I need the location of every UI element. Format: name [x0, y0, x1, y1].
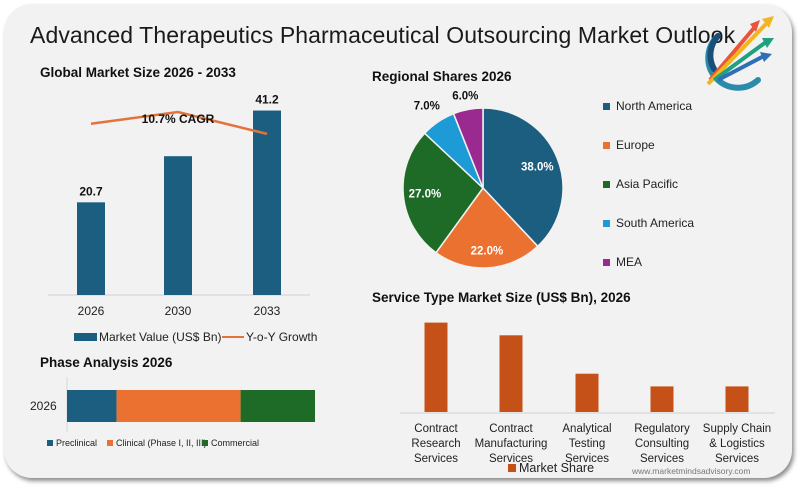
global-market-title: Global Market Size 2026 - 2033 [40, 65, 236, 80]
legend-swatch [202, 440, 208, 446]
legend-swatch [47, 440, 53, 446]
x-tick-label: Regulatory Consulting Services [634, 423, 690, 465]
legend-label: Preclinical [56, 438, 98, 448]
x-tick-label: Contract Research Services [411, 423, 460, 465]
pie-slice [452, 107, 484, 189]
pie-data-label: 7.0% [414, 100, 440, 112]
legend-swatch [603, 141, 610, 149]
legend-item-phase: Preclinical [47, 438, 97, 448]
pie-data-label: 22.0% [471, 245, 504, 257]
legend-market-value: Market Value (US$ Bn) [74, 330, 222, 344]
legend-label: Commercial [211, 438, 260, 448]
yoy-growth-line [90, 110, 268, 136]
legend-label: MEA [616, 255, 643, 269]
legend-label: Europe [616, 138, 655, 152]
pie-data-label: 6.0% [452, 90, 478, 102]
pie-data-label: 38.0% [521, 162, 554, 174]
pie-data-label: 27.0% [409, 189, 442, 201]
service-type-title: Service Type Market Size (US$ Bn), 2026 [372, 290, 631, 305]
bar-data-label: 41.2 [255, 93, 279, 107]
legend-item-south-america: South America [603, 216, 694, 230]
legend-swatch [603, 102, 610, 110]
legend-item-mea: MEA [603, 255, 642, 269]
legend-swatch [74, 333, 97, 341]
phase-segment [116, 390, 241, 422]
service-bar [499, 335, 523, 412]
legend-swatch [508, 464, 516, 472]
legend-item-europe: Europe [603, 138, 655, 152]
legend-item-asia-pacific: Asia Pacific [603, 177, 678, 191]
cagr-annotation: 10.7% CAGR [142, 112, 215, 126]
pie-slice [482, 107, 564, 248]
legend-market-share: Market Share [508, 461, 594, 475]
x-tick-label: Supply Chain & Logistics Services [703, 423, 771, 465]
legend-item-phase: Clinical (Phase I, II, III) [107, 438, 207, 448]
pie-slice [434, 186, 539, 269]
x-tick-label: Analytical Testing Services [562, 423, 611, 465]
legend-line-swatch [222, 336, 244, 338]
service-bar [650, 386, 674, 412]
legend-swatch [603, 180, 610, 188]
service-bar [424, 322, 448, 412]
pie-slice [402, 132, 484, 254]
x-tick-label: Contract Manufacturing Services [475, 423, 548, 465]
legend-item-phase: Commercial [202, 438, 259, 448]
legend-swatch [603, 219, 610, 227]
legend-label: North America [616, 99, 693, 113]
legend-swatch [107, 440, 113, 446]
service-bar [575, 373, 599, 412]
phase-analysis-title: Phase Analysis 2026 [40, 355, 173, 370]
market-value-bar [253, 110, 281, 295]
x-tick-label: 2030 [165, 304, 192, 318]
legend-label: South America [616, 216, 695, 230]
bar-data-label: 20.7 [79, 184, 103, 198]
legend-label: Asia Pacific [616, 177, 679, 191]
x-tick-label: 2033 [254, 304, 281, 318]
regional-shares-title: Regional Shares 2026 [372, 69, 512, 84]
legend-swatch [603, 258, 610, 266]
legend-yoy-growth: Y-o-Y Growth [222, 330, 317, 344]
market-value-bar [77, 202, 105, 295]
phase-category-label: 2026 [30, 399, 57, 413]
watermark-url: www.marketmindsadvisory.com [632, 466, 751, 476]
service-bar [725, 386, 749, 412]
x-tick-label: 2026 [78, 304, 105, 318]
legend-item-north-america: North America [603, 99, 692, 113]
legend-label: Clinical (Phase I, II, III) [116, 438, 207, 448]
page-title: Advanced Therapeutics Pharmaceutical Out… [30, 22, 736, 48]
phase-segment [240, 390, 315, 422]
phase-segment [67, 390, 117, 422]
brand-logo-icon [705, 16, 774, 91]
market-value-bar [164, 156, 192, 295]
